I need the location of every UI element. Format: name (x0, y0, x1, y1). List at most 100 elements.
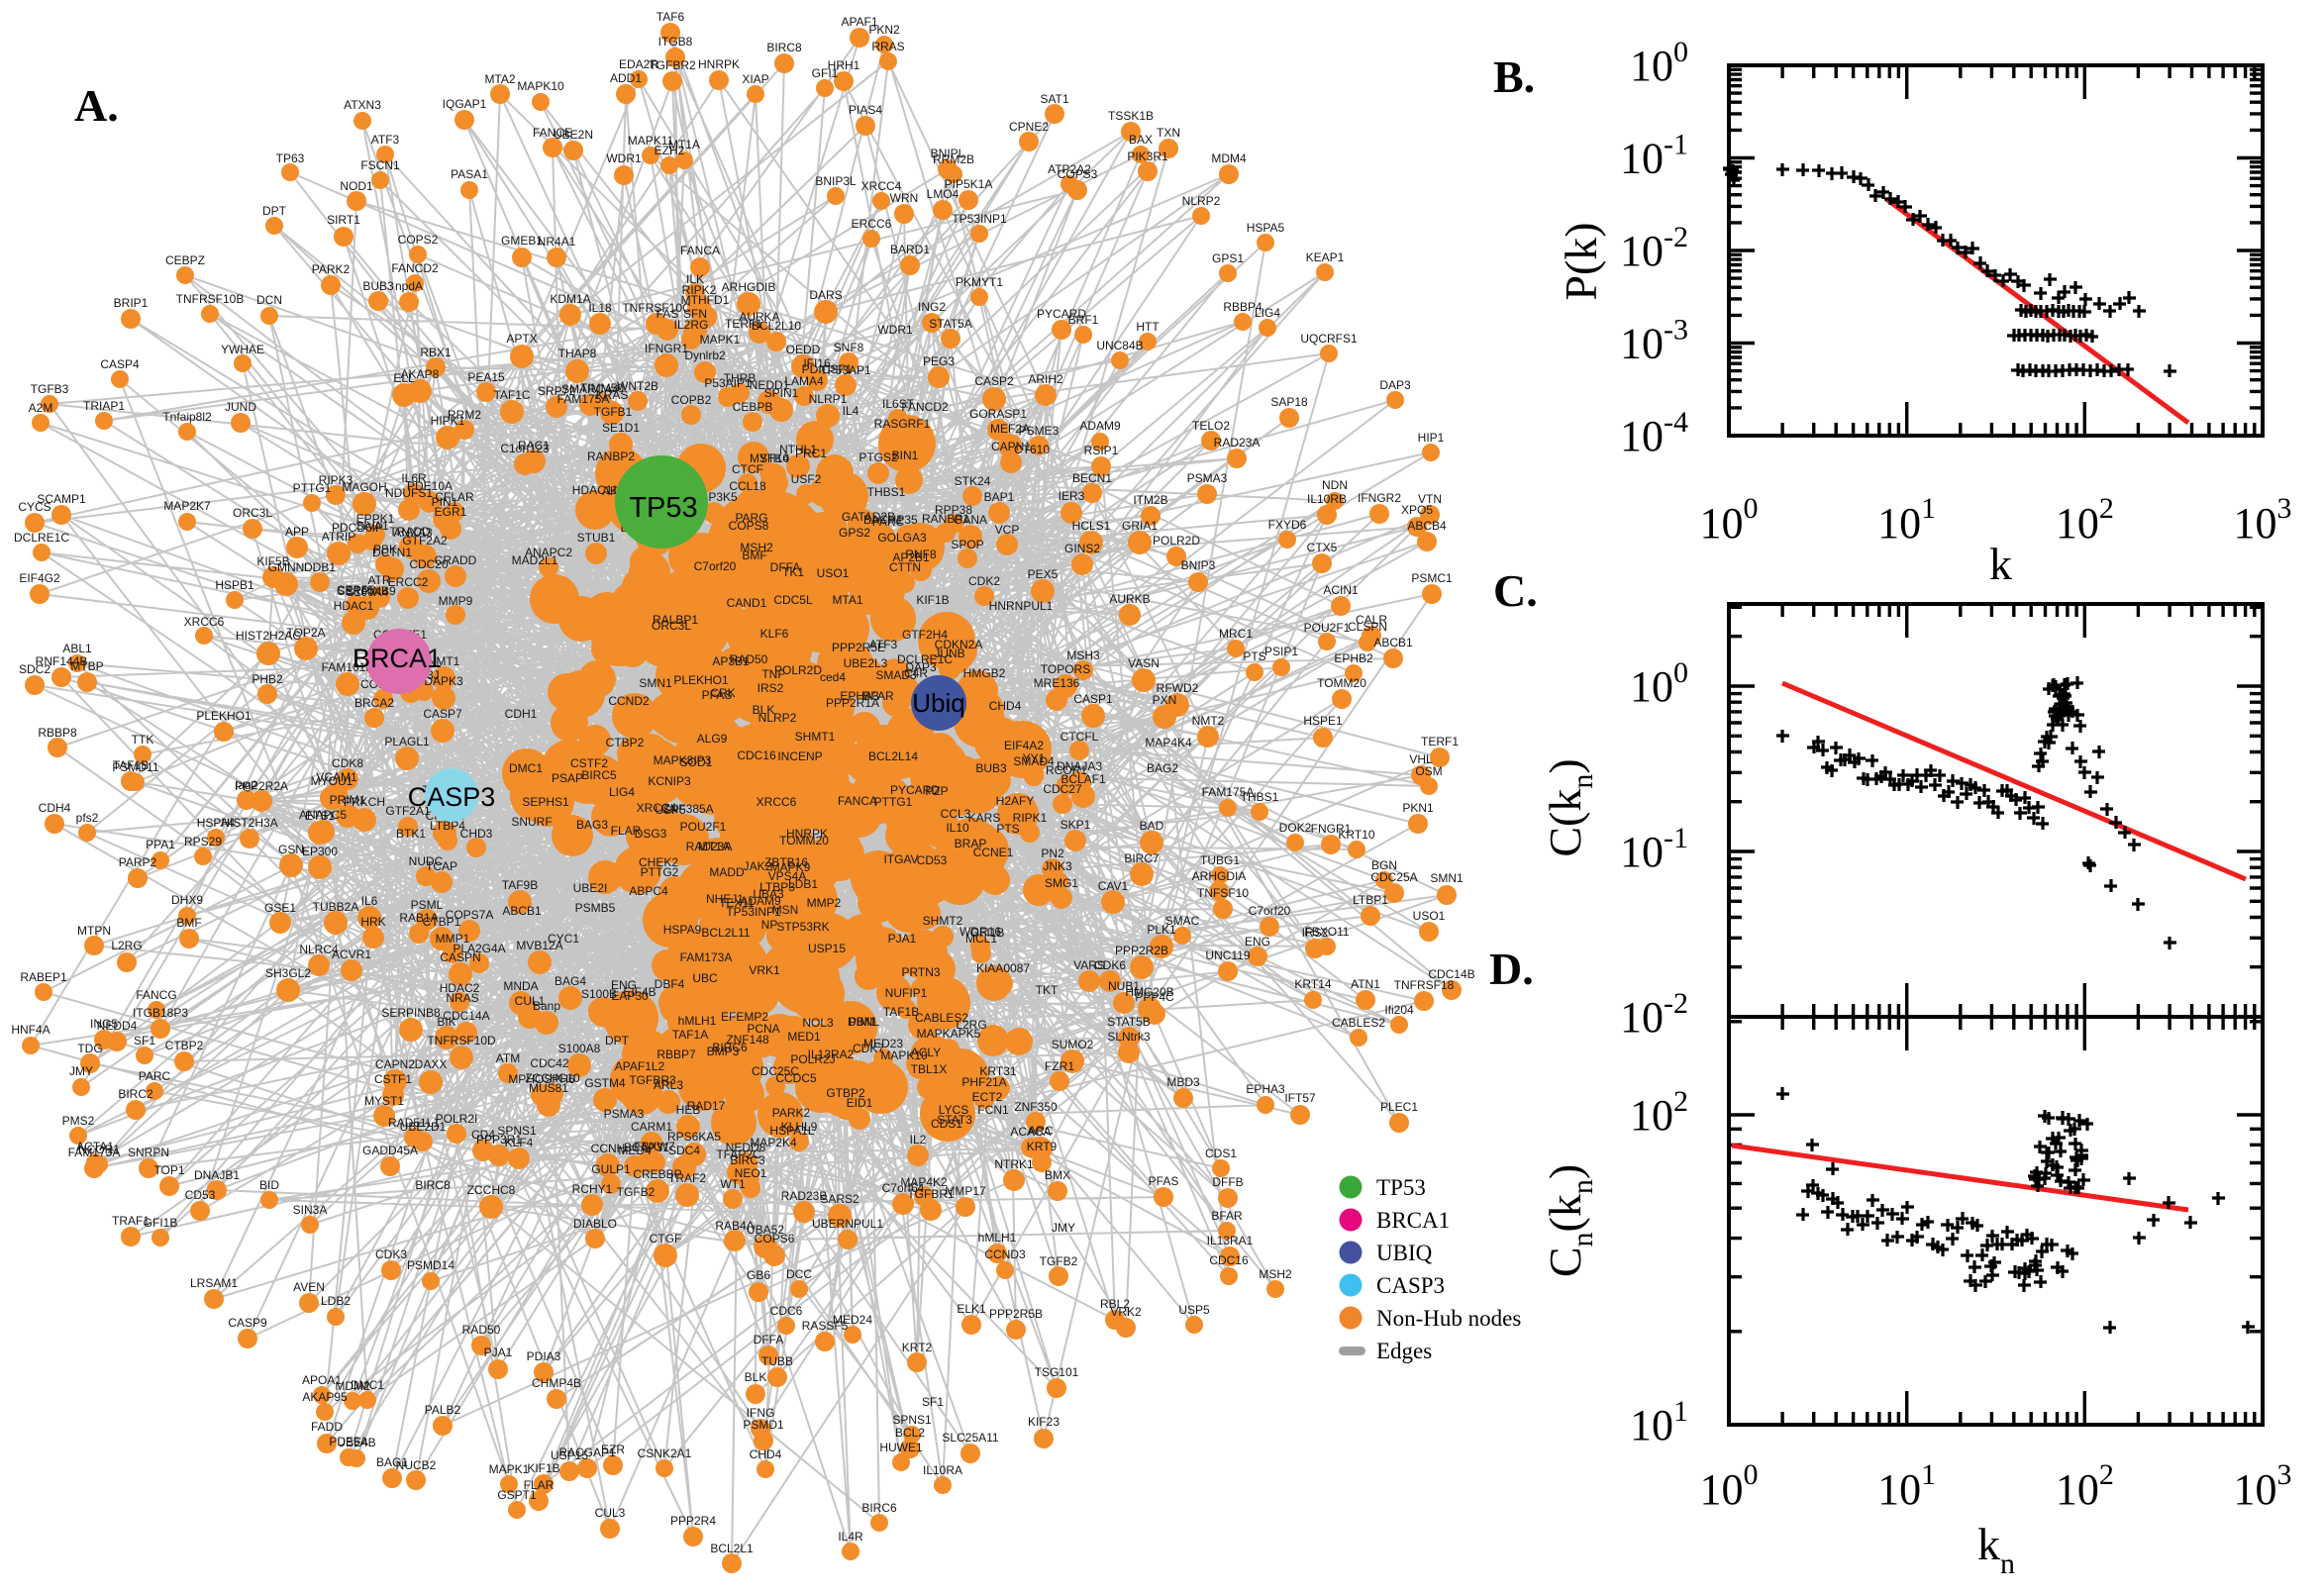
svg-text:RPP38: RPP38 (935, 503, 972, 517)
svg-text:hMLH1: hMLH1 (678, 1014, 717, 1028)
svg-text:CYC1: CYC1 (548, 932, 579, 946)
svg-text:CALR: CALR (1356, 613, 1387, 627)
svg-text:EDA2R: EDA2R (619, 57, 658, 71)
svg-text:RASSF5: RASSF5 (802, 1319, 849, 1333)
svg-text:PKN1: PKN1 (1402, 801, 1434, 815)
svg-text:DNAJB1: DNAJB1 (194, 1168, 240, 1182)
svg-text:SAT1: SAT1 (1040, 92, 1068, 106)
svg-text:RNF144B: RNF144B (36, 654, 88, 668)
svg-text:SHMT1: SHMT1 (795, 730, 836, 744)
svg-text:SDC2: SDC2 (19, 662, 50, 676)
svg-text:NUDC: NUDC (409, 854, 444, 868)
svg-text:CCND2: CCND2 (608, 694, 650, 708)
svg-text:STAT5A: STAT5A (929, 317, 972, 331)
svg-text:HDAC2: HDAC2 (440, 981, 480, 995)
svg-text:GTF2A1: GTF2A1 (385, 804, 431, 818)
svg-text:Edges: Edges (1376, 1339, 1432, 1363)
svg-text:VRK2: VRK2 (1110, 1305, 1142, 1319)
svg-text:BUB3: BUB3 (362, 279, 394, 293)
svg-text:10-4: 10-4 (1620, 406, 1688, 460)
svg-text:UBA3: UBA3 (753, 887, 784, 901)
svg-text:MAGOH: MAGOH (342, 480, 386, 494)
svg-text:ARIH2: ARIH2 (1028, 372, 1063, 386)
svg-text:CRK: CRK (710, 686, 735, 700)
svg-text:JMY: JMY (1052, 1221, 1075, 1235)
svg-text:HNRNPUL1: HNRNPUL1 (989, 599, 1054, 613)
svg-text:GTBP2: GTBP2 (826, 1086, 865, 1100)
svg-text:SFN: SFN (683, 307, 707, 321)
svg-text:HTT: HTT (1136, 320, 1160, 334)
svg-text:MADD: MADD (709, 865, 745, 879)
svg-text:MDM4: MDM4 (1211, 151, 1247, 165)
svg-text:PPP2R4: PPP2R4 (670, 1514, 716, 1528)
svg-text:BACH1: BACH1 (863, 513, 903, 527)
svg-text:RAC1: RAC1 (518, 439, 550, 452)
svg-text:TBL1X: TBL1X (911, 1062, 948, 1076)
svg-text:C7orf20: C7orf20 (1249, 904, 1291, 918)
svg-text:DDB1: DDB1 (304, 560, 336, 574)
svg-text:XRCC6: XRCC6 (757, 795, 797, 809)
svg-text:MYST1: MYST1 (364, 1094, 404, 1108)
svg-text:ENG: ENG (611, 978, 637, 992)
svg-text:FAM173A: FAM173A (68, 1146, 121, 1159)
svg-text:MT1A: MT1A (668, 138, 700, 151)
svg-text:RIPK2: RIPK2 (682, 283, 717, 297)
svg-text:KDM1A: KDM1A (550, 292, 590, 306)
svg-text:CAPN2: CAPN2 (375, 1057, 415, 1071)
svg-text:PKMYT1: PKMYT1 (956, 275, 1003, 289)
svg-text:IRS2: IRS2 (1302, 926, 1329, 940)
svg-text:TGFB1: TGFB1 (594, 405, 633, 419)
svg-text:C1orf123: C1orf123 (500, 442, 550, 455)
svg-text:MAPK11: MAPK11 (628, 134, 674, 148)
svg-text:IL13RA1: IL13RA1 (1207, 1234, 1254, 1247)
svg-text:OEDD: OEDD (786, 343, 821, 356)
svg-text:GINS2: GINS2 (1064, 542, 1100, 555)
svg-text:NHEJ1: NHEJ1 (706, 892, 744, 906)
svg-text:CDC25C: CDC25C (752, 1064, 799, 1078)
svg-text:hMLH1: hMLH1 (978, 1231, 1017, 1245)
svg-text:TNFRSF10D: TNFRSF10D (427, 1034, 496, 1047)
svg-text:TOP1: TOP1 (153, 1163, 184, 1177)
svg-text:MCL1: MCL1 (965, 932, 997, 946)
svg-text:CSNK2A1: CSNK2A1 (638, 1446, 692, 1460)
svg-text:MAPK1: MAPK1 (489, 1462, 530, 1476)
svg-text:DAP3: DAP3 (1379, 378, 1411, 392)
svg-text:IL18: IL18 (588, 301, 612, 315)
svg-text:MAD2L1: MAD2L1 (512, 553, 558, 567)
svg-text:XIAP: XIAP (742, 72, 768, 86)
svg-text:PBK: PBK (373, 543, 397, 556)
svg-text:PLEC1: PLEC1 (1380, 1100, 1418, 1114)
svg-text:RBL2: RBL2 (1100, 1297, 1130, 1311)
svg-text:PTGS2: PTGS2 (858, 450, 898, 464)
svg-text:CUL3: CUL3 (595, 1506, 626, 1520)
svg-text:LTBP4: LTBP4 (430, 819, 465, 833)
svg-text:ATM: ATM (496, 1051, 520, 1065)
svg-text:HRK: HRK (360, 915, 385, 929)
svg-text:DAPK3: DAPK3 (424, 674, 463, 688)
svg-text:APOA1: APOA1 (302, 1373, 342, 1387)
svg-text:RAD50: RAD50 (730, 652, 768, 666)
svg-text:CREBBP: CREBBP (633, 1167, 681, 1181)
svg-text:ITGB18P3: ITGB18P3 (133, 1006, 188, 1020)
svg-text:BAG2: BAG2 (1147, 761, 1178, 775)
svg-text:DFFA: DFFA (754, 1333, 784, 1347)
svg-text:SIVA1: SIVA1 (355, 519, 388, 533)
svg-text:DBNL: DBNL (848, 1015, 879, 1029)
svg-text:NMT1: NMT1 (428, 654, 460, 668)
svg-text:FAM101B: FAM101B (322, 660, 374, 674)
svg-text:PSMA3: PSMA3 (604, 1107, 645, 1121)
svg-text:MAPK10: MAPK10 (517, 79, 564, 93)
svg-text:EPHB2: EPHB2 (1334, 651, 1373, 665)
svg-text:BAD: BAD (1140, 819, 1164, 833)
svg-text:MMP17: MMP17 (945, 1184, 986, 1198)
svg-text:BARD1: BARD1 (890, 243, 930, 256)
svg-text:TAF1A: TAF1A (672, 1028, 708, 1042)
svg-text:BUB3: BUB3 (975, 761, 1007, 775)
svg-text:BLK: BLK (753, 703, 775, 717)
svg-text:POLR2D: POLR2D (1153, 534, 1200, 548)
svg-text:AKAP8: AKAP8 (401, 367, 440, 381)
svg-text:RIPK1: RIPK1 (1013, 811, 1048, 825)
svg-text:KIF5B: KIF5B (256, 554, 289, 568)
svg-text:ETS1: ETS1 (305, 809, 335, 823)
svg-text:HMG20B: HMG20B (1125, 985, 1173, 999)
